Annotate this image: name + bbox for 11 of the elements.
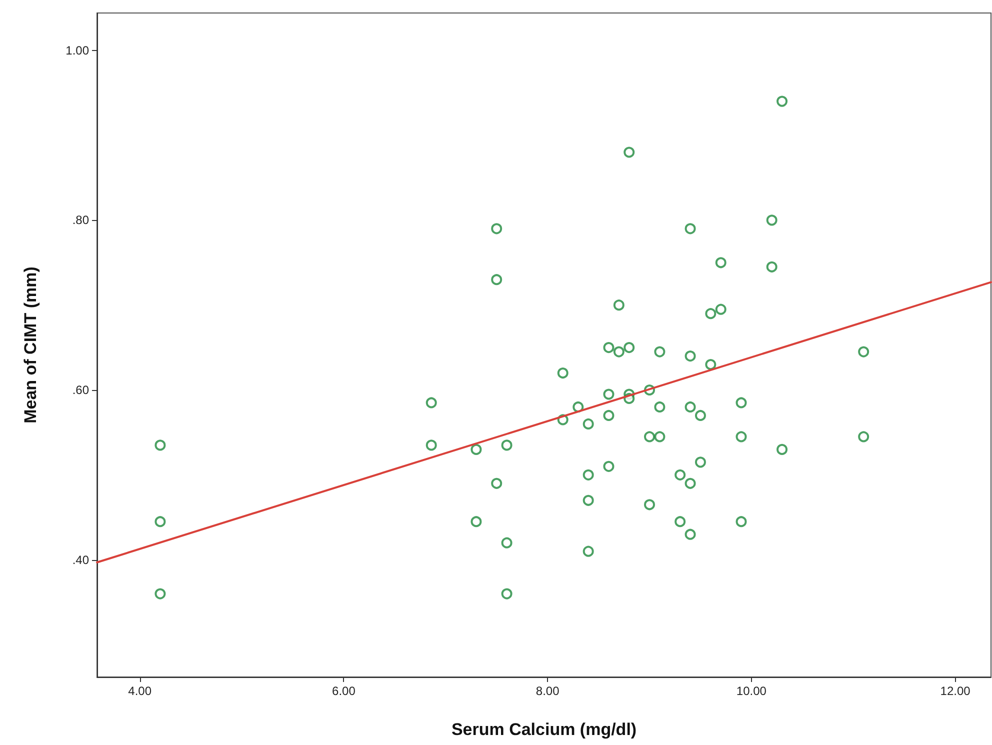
y-tick-label: 1.00 (66, 43, 90, 58)
x-tick-label: 10.00 (736, 684, 767, 698)
x-tick-label: 8.00 (536, 684, 560, 698)
y-tick-label: .80 (72, 213, 90, 228)
y-tick-label: .40 (72, 552, 90, 567)
x-tick-label: 6.00 (332, 684, 356, 698)
x-tick-label: 12.00 (940, 684, 971, 698)
x-tick-label: 4.00 (128, 684, 152, 698)
y-tick-label: .60 (72, 383, 90, 398)
y-axis-title: Mean of CIMT (mm) (21, 266, 40, 424)
x-axis-title: Serum Calcium (mg/dl) (451, 720, 637, 739)
